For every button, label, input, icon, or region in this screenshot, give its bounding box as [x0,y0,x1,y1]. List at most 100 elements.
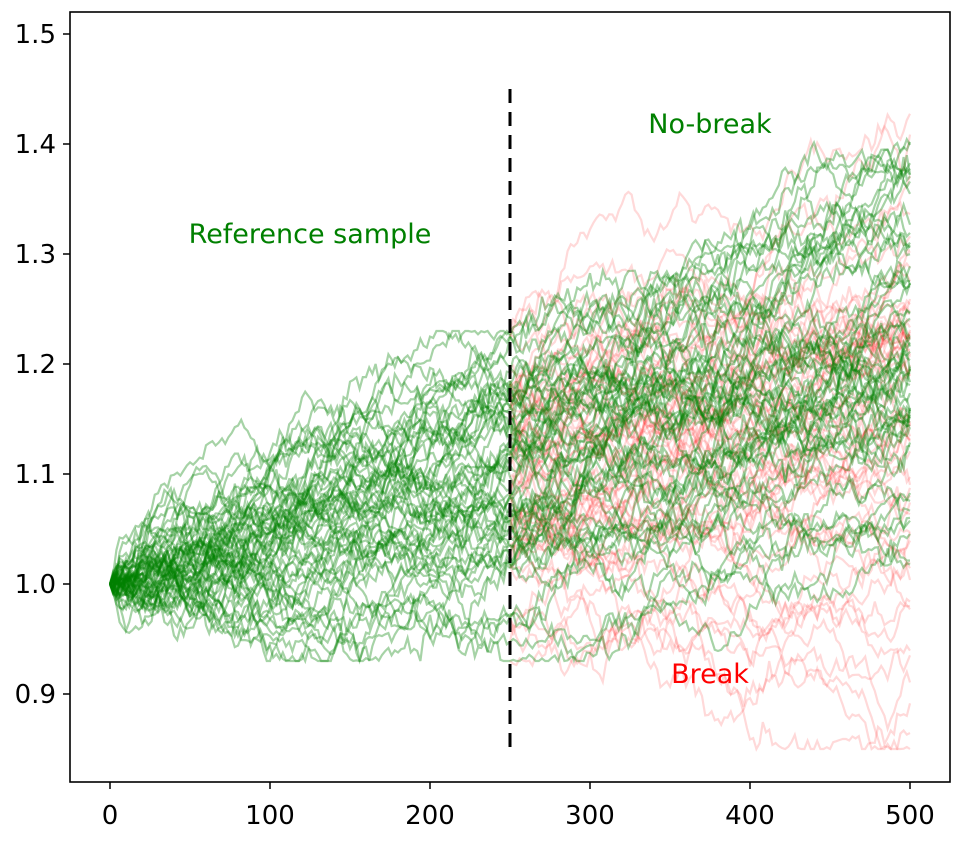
reference-path [108,519,511,613]
break-path [509,279,912,388]
break-path [508,298,911,465]
no-break-path [509,546,911,664]
reference-path [109,463,511,585]
reference-path [108,512,512,597]
no-break-path [508,317,911,539]
reference-path [109,525,512,665]
no-break-path [508,181,911,437]
no-break-path [508,326,911,434]
reference-path [109,351,511,602]
break-path [509,419,911,496]
break-path [509,440,912,675]
y-tick-label: 0.9 [15,680,56,710]
break-path [509,298,912,422]
no-break-path [508,341,912,432]
no-break-path [509,385,912,495]
reference-path [109,442,511,592]
no-break-path [509,157,911,402]
reference-path [109,350,512,603]
no-break-path [509,211,911,345]
no-break-path [509,326,912,553]
y-axis: 0.9 1.0 1.1 1.2 1.3 1.4 1.5 [15,20,70,710]
reference-path [109,550,511,649]
break-path [509,412,911,578]
reference-path [108,494,512,606]
reference-path [108,571,510,663]
no-break-path [508,299,911,501]
break-path [508,387,912,563]
reference-path [109,384,512,615]
break-path [508,235,911,337]
plot-frame [69,11,951,783]
break-path [509,322,911,519]
annotation-label: No-break [648,109,772,140]
no-break-path [509,349,911,454]
break-path [508,376,911,473]
no-break-path [509,444,911,524]
break-path [509,591,911,667]
x-tick-label: 300 [565,801,615,831]
reference-path [109,404,511,593]
annotations: Reference sample No-break Break [189,109,772,690]
no-break-path [509,226,911,406]
x-tick-label: 500 [885,801,935,831]
reference-path [109,408,512,593]
break-paths [508,111,912,752]
break-path [508,474,912,752]
reference-path [108,434,511,589]
no-break-path [509,311,911,518]
break-path [509,523,912,616]
reference-path [108,561,511,663]
reference-path [109,556,511,663]
x-tick-label: 0 [102,801,119,831]
no-break-path [509,200,912,474]
reference-path [109,448,511,589]
no-break-path [508,349,912,562]
no-break-path [508,366,912,568]
no-break-path [509,169,911,552]
break-path [509,333,911,545]
reference-path [108,402,511,585]
reference-path [109,464,512,585]
break-path [508,250,911,497]
y-tick-label: 1.0 [15,570,56,600]
no-break-path [509,338,911,452]
x-tick-label: 200 [405,801,455,831]
reference-path [109,386,512,592]
break-path [509,263,911,360]
no-break-path [509,507,911,566]
break-path [509,249,911,407]
reference-path [109,336,512,600]
no-break-path [509,533,911,653]
no-break-path [508,320,911,517]
reference-path [109,391,512,589]
break-path [508,124,912,509]
no-break-path [509,406,911,487]
no-break-path [509,376,912,473]
reference-path [109,451,511,591]
break-path [509,448,912,590]
no-break-path [508,280,911,553]
break-path [508,298,912,403]
reference-path [108,485,511,605]
break-path [509,320,911,535]
reference-path [109,523,511,624]
break-path [509,352,912,533]
reference-path [108,386,511,587]
break-path [508,270,911,558]
no-break-path [508,331,911,422]
no-break-path [509,136,911,412]
break-path [508,574,911,655]
break-path [509,469,912,686]
reference-path [108,534,511,652]
no-break-path [509,159,911,355]
break-path [508,416,911,537]
y-tick-label: 1.3 [15,240,56,270]
break-path [508,607,911,683]
no-break-path [509,335,911,468]
break-path [509,394,912,491]
reference-path [109,431,512,610]
no-break-path [509,469,911,588]
reference-path [109,449,511,616]
reference-path [108,370,511,585]
